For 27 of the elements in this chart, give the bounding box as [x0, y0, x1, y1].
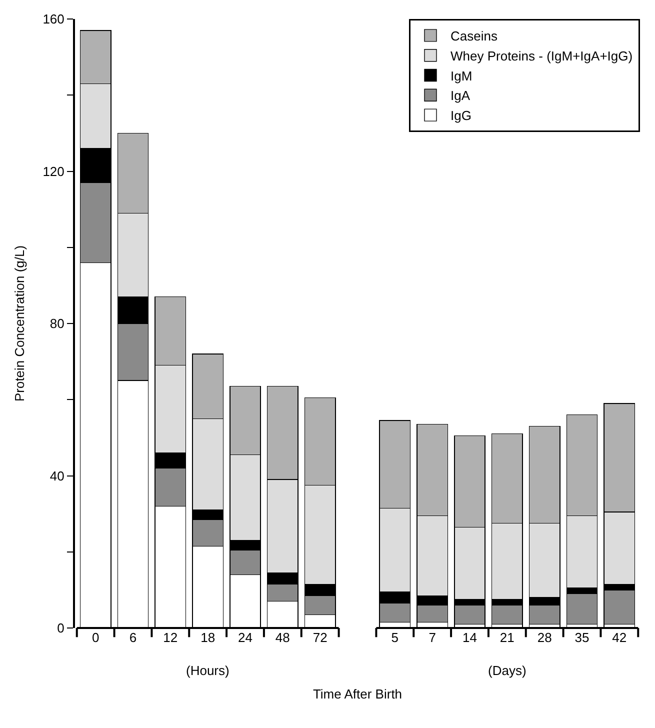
legend-label: IgA: [450, 88, 470, 104]
y-tick-label: 160: [42, 12, 64, 27]
x-tick-label: 24: [238, 630, 252, 645]
x-tick-label: 5: [391, 630, 399, 645]
x-tick-label: 7: [428, 630, 436, 645]
x-tick-label: 35: [574, 630, 590, 645]
x-tick-label: 12: [163, 630, 178, 645]
y-tick-label: 120: [42, 164, 64, 179]
x-tick-label: 18: [200, 630, 216, 645]
text: (Hours): [186, 663, 230, 678]
x-tick-label: 72: [312, 630, 328, 645]
x-tick-label: 6: [129, 630, 137, 645]
legend-label: IgG: [450, 108, 472, 124]
legend-label: Whey Proteins - (IgM+IgA+IgG): [450, 48, 633, 64]
text: (Days): [488, 663, 526, 678]
y-axis-title: Protein Concentration (g/L): [12, 245, 28, 402]
x-axis-title: Time After Birth: [312, 686, 402, 702]
legend-label: IgM: [450, 68, 472, 84]
x-tick-label: 42: [612, 630, 627, 645]
x-tick-label: 28: [537, 630, 552, 645]
legend-label: Caseins: [450, 28, 498, 44]
x-tick-label: 0: [92, 630, 100, 645]
y-tick-label: 80: [50, 316, 64, 332]
x-tick-label: 14: [462, 630, 477, 645]
x-tick-label: 48: [275, 630, 290, 645]
x-tick-label: 21: [500, 630, 514, 645]
y-tick-label: 40: [50, 468, 64, 484]
